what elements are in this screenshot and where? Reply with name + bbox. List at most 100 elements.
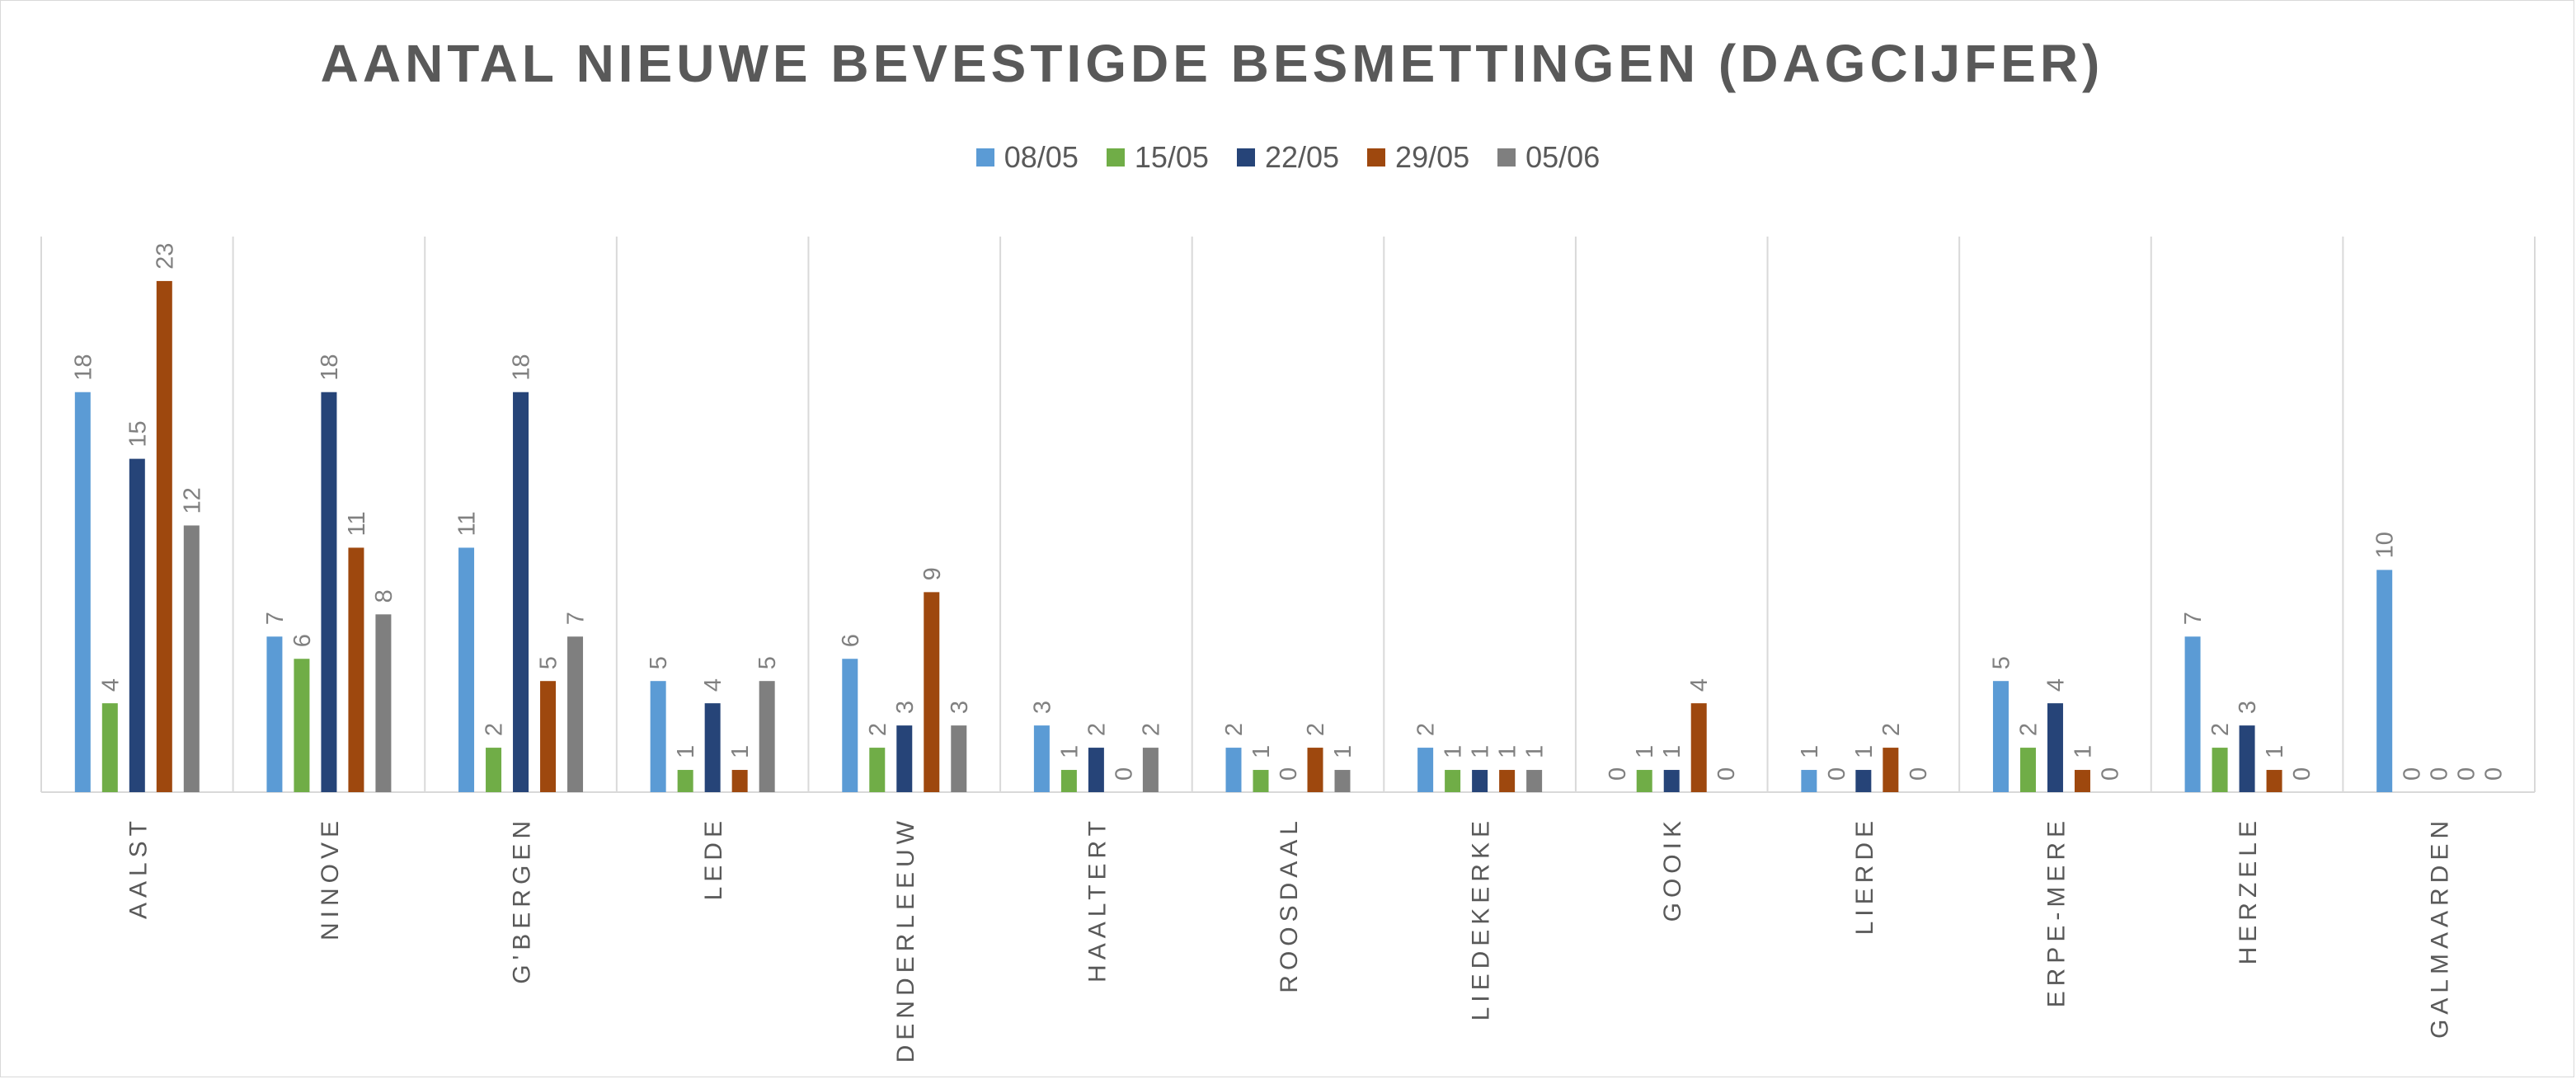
data-label: 1 [1468, 745, 1494, 758]
data-label: 8 [371, 589, 397, 603]
data-label: 1 [1495, 745, 1521, 758]
data-label: 3 [1029, 701, 1055, 714]
data-label: 0 [1111, 767, 1137, 781]
category-label: G'BERGEN [509, 816, 536, 984]
data-label: 0 [1605, 767, 1631, 781]
data-label: 1 [2262, 745, 2288, 758]
bar [540, 681, 557, 792]
data-label: 4 [1686, 678, 1713, 692]
data-label: 0 [2097, 767, 2123, 781]
data-label: 0 [1713, 767, 1740, 781]
data-label: 11 [344, 511, 370, 536]
bar [1253, 770, 1269, 792]
bar [101, 703, 118, 792]
data-label: 0 [2400, 767, 2426, 781]
bar [924, 592, 940, 792]
data-label: 2 [1084, 723, 1110, 736]
data-label: 0 [2427, 767, 2453, 781]
data-label: 5 [536, 656, 562, 669]
data-label: 6 [289, 634, 316, 647]
bar [951, 725, 967, 792]
category-label: NINOVE [317, 816, 344, 941]
bar [759, 681, 775, 792]
data-label: 4 [97, 678, 124, 692]
category-label: AALST [125, 816, 152, 919]
category-label: DENDERLEEUW [892, 816, 919, 1063]
data-label: 3 [892, 701, 919, 714]
bar [1445, 770, 1461, 792]
legend-swatch [1236, 148, 1255, 167]
data-label: 2 [2015, 723, 2042, 736]
bar [1801, 770, 1817, 792]
chart-title: AANTAL NIEUWE BEVESTIGDE BESMETTINGEN (D… [320, 34, 2104, 93]
data-label: 1 [1056, 745, 1083, 758]
bar [731, 770, 748, 792]
data-label: 2 [1138, 723, 1164, 736]
data-label: 2 [865, 723, 891, 736]
data-label: 1 [1522, 745, 1549, 758]
data-label: 1 [727, 745, 754, 758]
legend-label: 15/05 [1134, 140, 1209, 174]
data-label: 12 [179, 487, 205, 514]
legend-swatch [1497, 148, 1516, 167]
bar [375, 614, 392, 792]
category-label: ROOSDAAL [1276, 816, 1303, 993]
data-label: 1 [1248, 745, 1275, 758]
data-label: 5 [646, 656, 672, 669]
legend-label: 29/05 [1395, 140, 1470, 174]
legend-swatch [975, 148, 994, 167]
data-label: 3 [947, 701, 973, 714]
data-label: 5 [754, 656, 781, 669]
bar [1883, 748, 1899, 792]
bar [842, 659, 858, 792]
data-label: 2 [1878, 723, 1905, 736]
legend-item: 22/05 [1236, 140, 1339, 175]
data-label: 1 [1441, 745, 1467, 758]
data-label: 1 [1632, 745, 1658, 758]
bar [129, 458, 145, 792]
data-label: 0 [2481, 767, 2508, 781]
data-label: 18 [317, 354, 343, 380]
bar [1472, 770, 1488, 792]
bar [1307, 748, 1323, 792]
legend-swatch [1367, 148, 1386, 167]
bar [650, 681, 666, 792]
legend-item: 05/06 [1497, 140, 1600, 175]
legend-label: 08/05 [1004, 140, 1079, 174]
bar [348, 547, 364, 792]
data-label: 7 [563, 612, 590, 625]
legend-item: 29/05 [1367, 140, 1469, 175]
bar [2239, 725, 2255, 792]
bar [2184, 636, 2201, 792]
data-label: 0 [1276, 767, 1302, 781]
bar [486, 748, 502, 792]
legend-swatch [1106, 148, 1125, 167]
category-label: GOOIK [1659, 816, 1686, 922]
legend-item: 15/05 [1106, 140, 1209, 175]
bar [2266, 770, 2282, 792]
bar [183, 525, 200, 792]
data-label: 1 [1330, 745, 1356, 758]
data-label: 2 [482, 723, 508, 736]
bar [2074, 770, 2090, 792]
data-label: 2 [1221, 723, 1248, 736]
category-label: HERZELE [2235, 816, 2262, 964]
data-label: 6 [838, 634, 864, 647]
bar [2212, 748, 2228, 792]
data-label: 9 [919, 567, 946, 580]
data-label: 2 [1413, 723, 1440, 736]
bar [1992, 681, 2009, 792]
bar [869, 748, 886, 792]
bar [1225, 748, 1242, 792]
data-label: 0 [1906, 767, 1932, 781]
bar [458, 547, 475, 792]
bar [1855, 770, 1872, 792]
bar [1033, 725, 1050, 792]
bar [2376, 570, 2393, 792]
data-label: 2 [2207, 723, 2234, 736]
bar [1088, 748, 1104, 792]
bar [2047, 703, 2063, 792]
category-label: LEDE [700, 816, 727, 900]
bar [704, 703, 721, 792]
